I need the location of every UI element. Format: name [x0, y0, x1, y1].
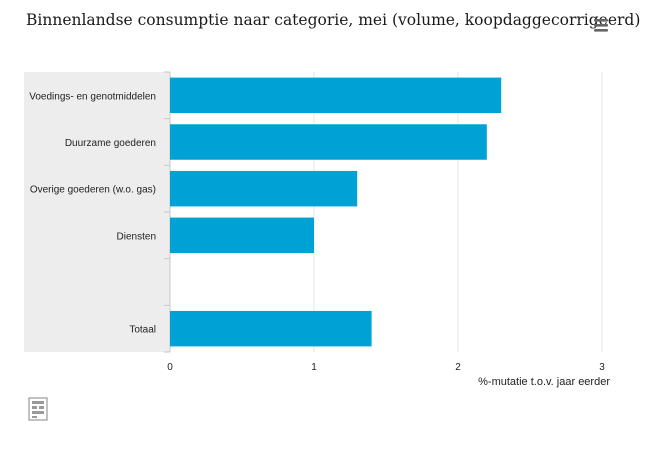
category-label-band	[24, 72, 170, 352]
category-label: Overige goederen (w.o. gas)	[30, 185, 156, 196]
category-label: Voedings- en genotmiddelen	[29, 91, 156, 102]
hamburger-menu-icon[interactable]	[588, 14, 614, 36]
bar[interactable]	[170, 217, 314, 254]
x-tick-label: 1	[311, 362, 317, 373]
x-tick-label: 3	[599, 362, 605, 373]
category-label: Diensten	[117, 231, 156, 242]
x-tick-label: 0	[167, 362, 173, 373]
x-axis-label: %-mutatie t.o.v. jaar eerder	[478, 376, 610, 388]
bar[interactable]	[170, 77, 502, 114]
bar[interactable]	[170, 170, 358, 207]
cbs-logo-icon	[28, 397, 48, 421]
category-label: Totaal	[129, 325, 156, 336]
x-tick-label: 2	[455, 362, 461, 373]
bar[interactable]	[170, 124, 487, 160]
category-label: Duurzame goederen	[65, 138, 156, 149]
chart-title: Binnenlandse consumptie naar categorie, …	[26, 11, 641, 29]
bar[interactable]	[170, 310, 372, 347]
